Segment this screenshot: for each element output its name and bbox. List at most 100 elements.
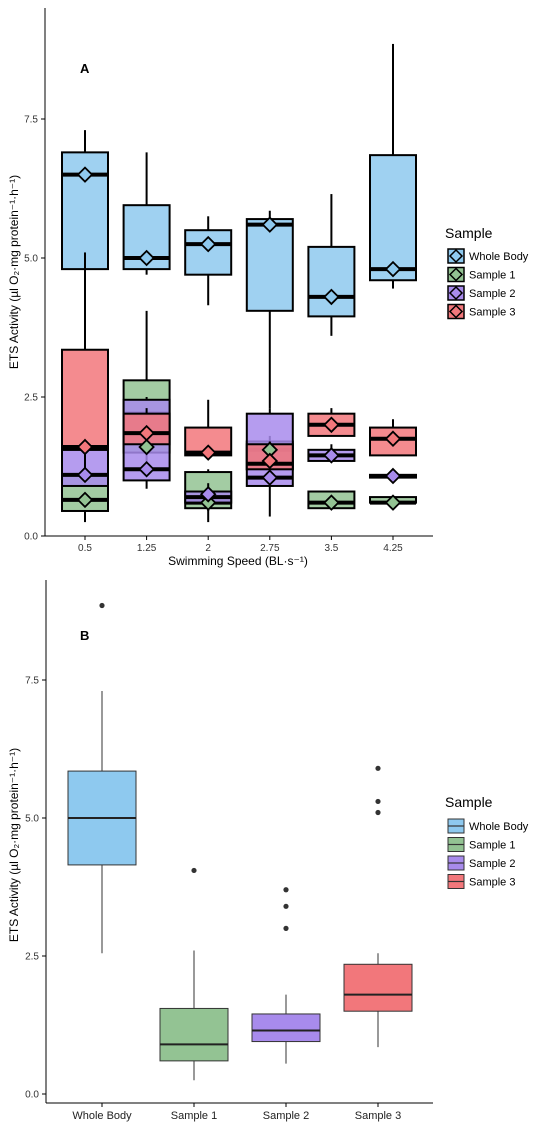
panel-b-x-tick-label: Whole Body xyxy=(72,1110,132,1122)
legend-diamond xyxy=(448,248,464,264)
mean-marker xyxy=(384,430,402,447)
panel-a-series-sample-2 xyxy=(61,397,417,523)
legend-diamond xyxy=(448,304,464,319)
box xyxy=(61,348,109,451)
mean-marker xyxy=(199,494,217,511)
outlier-point xyxy=(283,925,289,932)
legend-label: Whole Body xyxy=(469,821,529,833)
legend-item-whole-body: Whole Body xyxy=(447,248,529,264)
legend-label: Whole Body xyxy=(469,251,529,263)
box xyxy=(159,1007,229,1062)
legend-label: Sample 3 xyxy=(469,877,515,889)
panel-a-series-sample-3 xyxy=(61,252,417,475)
legend-item-sample-3: Sample 3 xyxy=(447,303,515,320)
panel-a-y-tick-label: 5.0 xyxy=(24,254,38,265)
panel-b-y-axis-title: ETS Activity (µl O₂·mg protein⁻¹·h⁻¹) xyxy=(7,748,21,942)
box xyxy=(343,963,413,1012)
mean-marker xyxy=(323,494,340,511)
mean-marker xyxy=(76,466,94,484)
mean-marker xyxy=(76,438,94,456)
panel-b-x-tick-label: Sample 2 xyxy=(263,1110,309,1122)
panel-a-legend-title: Sample xyxy=(445,225,493,241)
legend-diamond xyxy=(448,267,464,282)
mean-marker xyxy=(261,469,279,486)
mean-marker xyxy=(384,260,402,278)
legend-item-sample-2: Sample 2 xyxy=(447,285,515,301)
panel-a-means-sample-2 xyxy=(76,447,402,503)
panel-b-legend-title: Sample xyxy=(445,794,493,810)
panel-a-means-sample-1 xyxy=(76,438,402,511)
legend-item-sample-3: Sample 3 xyxy=(447,874,515,889)
panel-b-x-tick-label: Sample 3 xyxy=(355,1110,401,1122)
panel-a-series-whole-body xyxy=(61,43,417,409)
outlier-point xyxy=(283,903,289,909)
panel-a-means-sample-3 xyxy=(76,416,402,470)
panel-b-legend: Whole Body Sample 1 Sample 2 Sample 3 xyxy=(447,818,529,889)
mean-marker xyxy=(261,452,279,470)
panel-a-x-tick-label: 3.5 xyxy=(324,543,338,554)
panel-b-box-whole-body xyxy=(67,602,137,954)
panel-a-x-tick-label: 2 xyxy=(205,543,211,554)
box xyxy=(369,154,417,282)
panel-a-plot-area: 0.0 2.5 5.0 7.5 0.5 1.25 2 2.75 3.5 4.25 xyxy=(24,8,433,554)
panel-b-y-tick-label: 0.0 xyxy=(25,1090,39,1101)
mean-marker xyxy=(138,424,155,442)
panel-b-plot-area: 0.0 2.5 5.0 7.5 Whole Body Sample 1 Sample 2 Sa… xyxy=(25,580,433,1122)
panel-a-y-tick-label: 0.0 xyxy=(24,532,38,543)
box xyxy=(307,245,356,318)
legend-label: Sample 2 xyxy=(469,858,515,870)
panel-b-y-tick-label: 5.0 xyxy=(25,814,39,825)
panel-a-label: A xyxy=(80,61,90,76)
mean-marker xyxy=(138,461,155,478)
legend-label: Sample 1 xyxy=(469,270,515,282)
outlier-point xyxy=(375,765,381,771)
legend-label: Sample 1 xyxy=(469,840,515,852)
panel-a-series-sample-1 xyxy=(61,310,417,523)
mean-marker xyxy=(323,447,340,464)
panel-a-x-tick-label: 2.75 xyxy=(260,543,280,554)
mean-marker xyxy=(323,416,340,434)
panel-b: B ETS Activity (µl O₂·mg protein⁻¹·h⁻¹) … xyxy=(7,580,529,1122)
panel-b-y-tick-label: 2.5 xyxy=(25,952,39,963)
legend-label: Sample 2 xyxy=(469,288,515,300)
box xyxy=(61,151,109,271)
mean-marker xyxy=(199,235,217,253)
box xyxy=(251,1013,321,1043)
mean-marker xyxy=(323,288,340,306)
panel-a-means-whole-body xyxy=(76,166,402,306)
outlier-point xyxy=(99,602,105,609)
legend-diamond xyxy=(448,285,464,301)
legend-item-whole-body: Whole Body xyxy=(447,818,529,834)
outlier-point xyxy=(375,798,381,805)
mean-marker xyxy=(76,166,94,183)
panel-b-box-sample-1 xyxy=(159,867,229,1081)
panel-a-x-tick-label: 1.25 xyxy=(137,543,157,554)
mean-marker xyxy=(138,249,155,267)
mean-marker xyxy=(138,438,155,456)
mean-marker xyxy=(76,491,94,509)
mean-marker xyxy=(384,467,402,485)
mean-marker xyxy=(199,444,217,461)
panel-b-box-sample-3 xyxy=(343,765,413,1048)
mean-marker xyxy=(199,486,217,503)
mean-marker xyxy=(261,216,279,233)
panel-b-x-tick-label: Sample 1 xyxy=(171,1110,217,1122)
panel-a-y-tick-label: 2.5 xyxy=(24,393,38,404)
legend-item-sample-1: Sample 1 xyxy=(447,266,515,283)
outlier-point xyxy=(283,887,289,893)
outlier-point xyxy=(191,867,197,874)
panel-a-x-tick-label: 4.25 xyxy=(383,543,403,554)
panel-b-y-tick-label: 7.5 xyxy=(25,676,39,687)
panel-b-box-sample-2 xyxy=(251,887,321,1064)
legend-item-sample-1: Sample 1 xyxy=(447,837,515,852)
outlier-point xyxy=(375,809,381,816)
legend-label: Sample 3 xyxy=(469,307,515,319)
legend-item-sample-2: Sample 2 xyxy=(447,855,515,871)
panel-a-x-tick-label: 0.5 xyxy=(78,543,92,554)
panel-a: A ETS Activity (µl O₂·mg protein⁻¹·h⁻¹) … xyxy=(7,8,529,568)
panel-a-y-tick-label: 7.5 xyxy=(24,115,38,126)
panel-a-legend: Whole Body Sample 1 Sample 2 Sample 3 xyxy=(447,248,529,320)
panel-a-y-axis-title: ETS Activity (µl O₂·mg protein⁻¹·h⁻¹) xyxy=(7,175,21,369)
panel-b-label: B xyxy=(80,628,89,643)
